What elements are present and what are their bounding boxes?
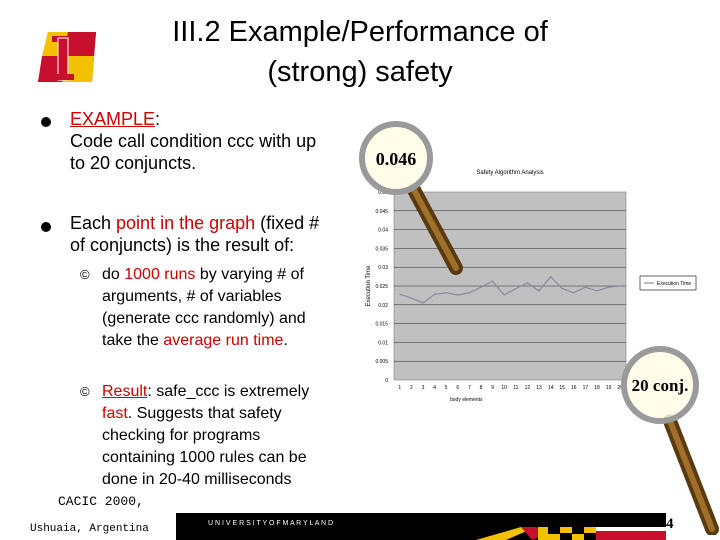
data-point	[550, 276, 552, 278]
x-tick-label: 14	[548, 385, 554, 391]
bullet-point-graph: Each point in the graph (fixed # of conj…	[70, 213, 320, 255]
data-point	[434, 293, 436, 295]
sub-bullet-result: Result: safe_ccc is extremely fast. Sugg…	[102, 383, 310, 488]
data-point	[526, 282, 528, 284]
conference-name: CACIC 2000,	[58, 494, 144, 509]
x-tick-label: 9	[491, 385, 494, 391]
x-tick-label: 16	[571, 385, 577, 391]
x-tick-label: 1	[398, 385, 401, 391]
data-point	[422, 302, 424, 304]
data-point	[445, 292, 447, 294]
y-tick-label: 0.025	[375, 284, 388, 290]
bullet-dot	[41, 117, 51, 127]
data-point	[561, 288, 563, 290]
data-point	[480, 286, 482, 288]
sub-bullet-mark: ©	[80, 267, 90, 282]
data-point	[468, 292, 470, 294]
data-point	[515, 288, 517, 290]
data-point	[584, 286, 586, 288]
data-point	[457, 294, 459, 296]
page-number: 4	[666, 516, 674, 532]
magnifier-lens	[359, 121, 433, 195]
data-point	[410, 297, 412, 299]
x-tick-label: 18	[594, 385, 600, 391]
lens-label-bottom: 20 conj.	[632, 376, 689, 395]
data-point	[608, 286, 610, 288]
x-axis-label: body elements	[450, 397, 483, 403]
data-point	[492, 280, 494, 282]
bullet-example: EXAMPLE: Code call condition ccc with up…	[70, 109, 317, 173]
umd-banner: U N I V E R S I T Y O F M A R Y L A N D	[176, 513, 666, 540]
legend-label: Execution Time	[657, 281, 691, 287]
x-tick-label: 10	[501, 385, 507, 391]
umd-banner-text: U N I V E R S I T Y O F M A R Y L A N D	[208, 520, 333, 527]
y-tick-label: 0	[385, 378, 388, 384]
slide-title: III.2 Example/Performance of (strong) sa…	[120, 12, 600, 92]
y-tick-label: 0.01	[378, 340, 388, 346]
series-line	[399, 275, 621, 304]
sub-bullet-mark: ©	[80, 384, 90, 399]
y-tick-label: 0.045	[375, 209, 388, 215]
data-point	[538, 290, 540, 292]
x-tick-label: 5	[445, 385, 448, 391]
data-point	[503, 294, 505, 296]
x-tick-label: 6	[456, 385, 459, 391]
university-logo	[38, 32, 96, 82]
x-tick-label: 12	[525, 385, 531, 391]
x-tick-label: 11	[513, 385, 518, 391]
y-tick-label: 0.02	[378, 303, 388, 309]
y-tick-label: 0.015	[375, 322, 388, 328]
magnifier-lens	[621, 346, 699, 424]
x-tick-label: 20	[617, 385, 623, 391]
x-tick-label: 3	[422, 385, 425, 391]
data-point	[573, 292, 575, 294]
y-axis-label: Execution Time	[366, 265, 372, 307]
x-tick-label: 7	[468, 385, 471, 391]
y-tick-label: 0.05	[378, 190, 388, 196]
chart-title: Safety Algorithm Analysis	[476, 170, 543, 176]
x-tick-label: 17	[583, 385, 589, 391]
x-tick-label: 2	[410, 385, 413, 391]
data-point	[596, 290, 598, 292]
y-tick-label: 0.035	[375, 246, 388, 252]
magnifier-bottom: 20 conj.	[621, 346, 719, 535]
bullet-dot	[41, 222, 51, 232]
conference-place: Ushuaia, Argentina	[30, 523, 149, 535]
data-point	[619, 285, 621, 287]
title-line-1: III.2 Example/Performance of	[172, 16, 548, 48]
y-tick-label: 0.03	[378, 265, 388, 271]
lens-label-top: 0.046	[376, 149, 417, 169]
x-tick-label: 15	[559, 385, 565, 391]
magnifier-top: 0.046	[359, 121, 463, 275]
data-point	[399, 293, 401, 295]
y-tick-label: 0.04	[378, 228, 388, 234]
x-tick-label: 8	[480, 385, 483, 391]
title-line-2: (strong) safety	[267, 56, 453, 88]
sub-bullet-runs: do 1000 runs by varying # of arguments, …	[102, 266, 306, 349]
y-tick-label: 0.005	[375, 359, 388, 365]
x-tick-label: 19	[606, 385, 612, 391]
legend-box	[639, 275, 697, 291]
example-heading: EXAMPLE	[70, 109, 156, 129]
x-tick-label: 4	[433, 385, 436, 391]
x-tick-label: 13	[536, 385, 542, 391]
